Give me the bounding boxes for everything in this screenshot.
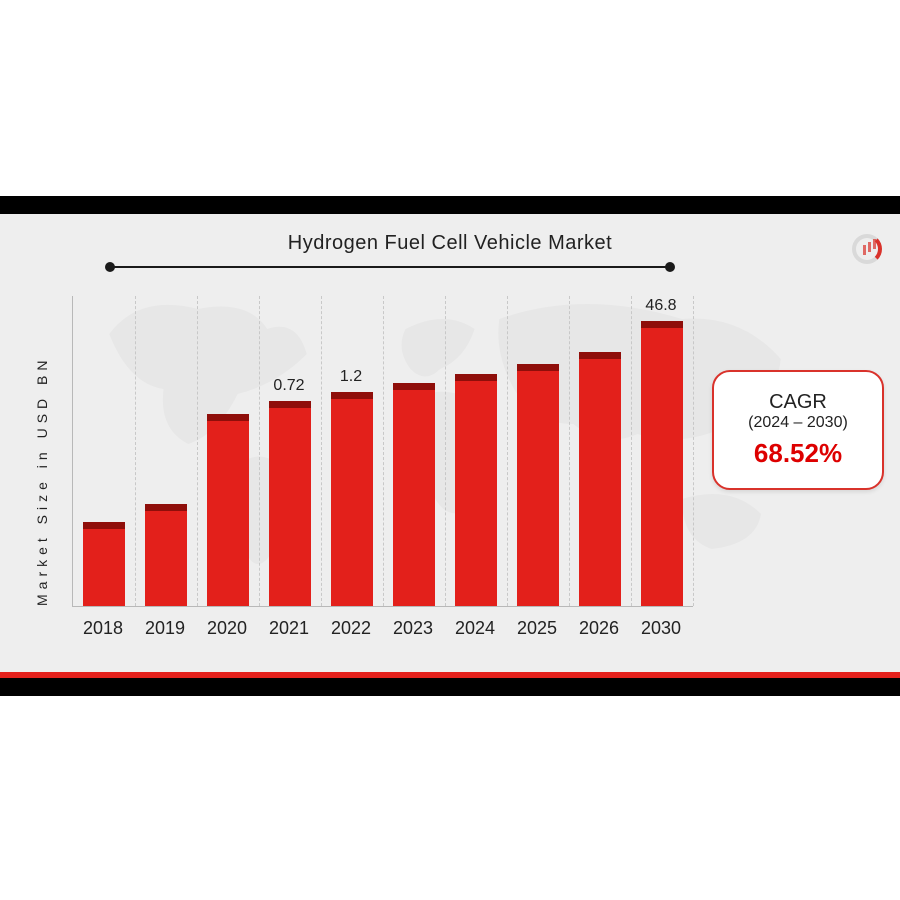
x-tick-label: 2021 <box>258 618 320 639</box>
bar-cap <box>269 401 311 408</box>
bar-value-label: 46.8 <box>630 297 692 315</box>
bar-value-label: 1.2 <box>320 368 382 386</box>
bar-cap <box>145 504 187 511</box>
cagr-period: (2024 – 2030) <box>748 414 848 432</box>
brand-logo-icon <box>852 234 882 264</box>
x-tick-label: 2018 <box>72 618 134 639</box>
bar <box>517 364 559 606</box>
bottom-accent-line <box>0 672 900 678</box>
bar <box>207 414 249 606</box>
bar-cap <box>207 414 249 421</box>
gridline <box>197 296 198 606</box>
bar <box>83 522 125 606</box>
cagr-callout: CAGR (2024 – 2030) 68.52% <box>712 370 884 490</box>
gridline <box>569 296 570 606</box>
plot-area <box>72 296 693 607</box>
bar-cap <box>579 352 621 359</box>
gridline <box>259 296 260 606</box>
chart-title: Hydrogen Fuel Cell Vehicle Market <box>0 232 900 255</box>
bar <box>393 383 435 606</box>
gridline <box>383 296 384 606</box>
chart-frame: Hydrogen Fuel Cell Vehicle Market Market… <box>0 196 900 696</box>
gridline <box>445 296 446 606</box>
bar-cap <box>455 374 497 381</box>
bar <box>269 401 311 606</box>
gridline <box>321 296 322 606</box>
gridline <box>135 296 136 606</box>
bar <box>331 392 373 606</box>
bar <box>145 504 187 606</box>
x-tick-label: 2025 <box>506 618 568 639</box>
canvas: Hydrogen Fuel Cell Vehicle Market Market… <box>0 0 900 900</box>
bar <box>455 374 497 607</box>
bar <box>641 321 683 606</box>
x-tick-label: 2022 <box>320 618 382 639</box>
gridline <box>507 296 508 606</box>
cagr-title: CAGR <box>769 391 827 414</box>
bar-cap <box>517 364 559 371</box>
x-tick-label: 2030 <box>630 618 692 639</box>
gridline <box>631 296 632 606</box>
x-tick-label: 2023 <box>382 618 444 639</box>
x-tick-label: 2026 <box>568 618 630 639</box>
bar-cap <box>393 383 435 390</box>
x-tick-label: 2020 <box>196 618 258 639</box>
bar-cap <box>331 392 373 399</box>
cagr-value: 68.52% <box>754 438 842 469</box>
bar-value-label: 0.72 <box>258 377 320 395</box>
title-rule <box>110 266 670 268</box>
gridline <box>693 296 694 606</box>
y-axis-label: Market Size in USD BN <box>34 356 50 606</box>
bar-cap <box>83 522 125 529</box>
bar <box>579 352 621 606</box>
x-tick-label: 2024 <box>444 618 506 639</box>
x-tick-label: 2019 <box>134 618 196 639</box>
chart-area: Hydrogen Fuel Cell Vehicle Market Market… <box>0 214 900 672</box>
bar-cap <box>641 321 683 328</box>
